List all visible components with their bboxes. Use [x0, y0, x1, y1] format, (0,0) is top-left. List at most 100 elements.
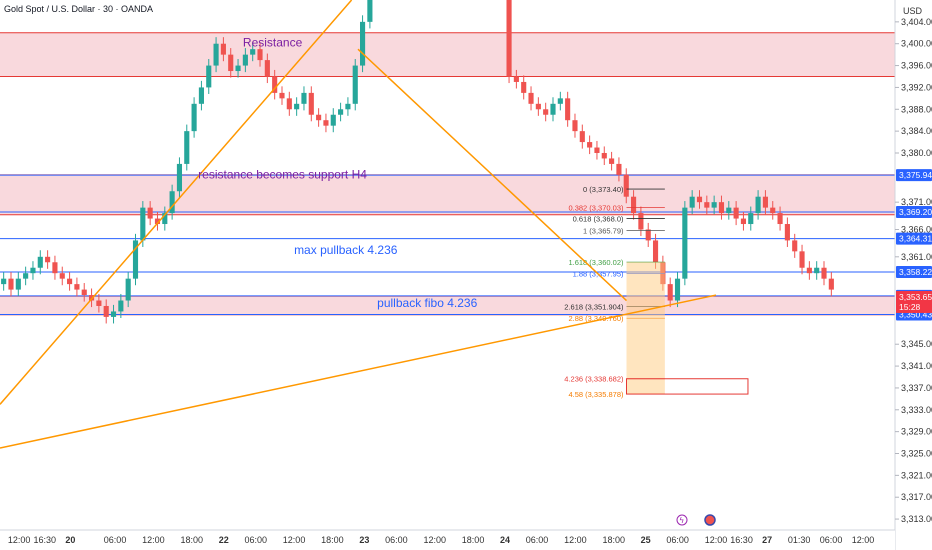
- tags-layer: 3,375.944 3,369.200 3,364.317 3,358.224 3,35…: [896, 169, 932, 321]
- candle: [154, 218, 161, 225]
- event-icons[interactable]: ϟ: [676, 514, 716, 526]
- x-tick-label-5: 18:00: [181, 535, 204, 545]
- price-tag-bg-0: [896, 169, 932, 182]
- x-tick-label-23: 01:30: [788, 535, 811, 545]
- candle: [696, 196, 703, 203]
- fib-label-9: 4.58 (3,335.878): [568, 390, 624, 399]
- countdown-label: 15:28: [899, 302, 921, 312]
- candle: [557, 98, 563, 104]
- pullback-zone: [0, 296, 895, 315]
- trendline-0: [0, 0, 353, 405]
- labels-layer: Resistance resistance becomes support H4 m…: [198, 35, 477, 310]
- candle: [674, 278, 681, 301]
- trend-layer: [0, 0, 717, 449]
- y-tick-label-13: 3,333.000: [901, 405, 932, 415]
- candle: [792, 240, 798, 252]
- fib-label-4: 1.618 (3,360.02): [568, 258, 624, 267]
- x-tick-label-7: 06:00: [244, 535, 267, 545]
- y-tick-label-11: 3,341.000: [901, 361, 932, 371]
- candle: [140, 207, 146, 241]
- price-tag-bg-3: [896, 265, 932, 278]
- candle: [88, 295, 95, 301]
- candle: [147, 207, 153, 219]
- x-tick-label-6: 22: [219, 535, 229, 545]
- candle: [638, 213, 644, 230]
- price-tag-0: 3,375.944: [899, 170, 932, 180]
- current-price-label: 3,353.650: [899, 292, 932, 302]
- candle: [631, 196, 637, 214]
- candle: [338, 109, 344, 115]
- candle: [762, 196, 768, 208]
- resistance-zone: [0, 32, 895, 77]
- price-tag-bg-2: [896, 232, 932, 245]
- candle: [67, 278, 73, 285]
- plot-background: [0, 0, 895, 530]
- y-tick-label-17: 3,317.000: [901, 492, 932, 502]
- candle: [272, 76, 278, 93]
- candles-layer[interactable]: [1, 0, 834, 324]
- y-tick-label-18: 3,313.000: [901, 514, 932, 524]
- candle: [323, 120, 329, 126]
- symbol-title: Gold Spot / U.S. Dollar · 30 · OANDA: [4, 4, 153, 14]
- candle: [352, 65, 358, 104]
- x-axis-panel: [0, 530, 895, 550]
- annotation-1: resistance becomes support H4: [198, 168, 367, 182]
- candle: [30, 267, 36, 274]
- candle: [506, 0, 512, 77]
- candle: [718, 202, 725, 214]
- flash-icon[interactable]: [676, 514, 688, 526]
- price-tag-3: 3,358.224: [899, 267, 932, 277]
- candle: [367, 0, 373, 22]
- y-tick-label-6: 3,380.000: [901, 148, 932, 158]
- price-tag-bg-1: [896, 206, 932, 218]
- x-tick-label-8: 12:00: [283, 535, 306, 545]
- candle: [52, 262, 58, 274]
- target-box: [626, 378, 749, 395]
- candle: [184, 131, 190, 164]
- candle: [579, 131, 585, 143]
- candle: [814, 267, 820, 274]
- candle: [279, 92, 285, 99]
- candle: [59, 273, 65, 279]
- candle: [330, 114, 336, 126]
- trendline-1: [357, 48, 628, 302]
- candle: [118, 300, 124, 312]
- candle: [286, 98, 292, 110]
- candle: [316, 114, 322, 121]
- candle: [242, 54, 248, 66]
- x-tick-label-10: 23: [359, 535, 369, 545]
- candle: [176, 163, 183, 192]
- y-tick-label-16: 3,321.000: [901, 470, 932, 480]
- y-tick-label-8: 3,366.000: [901, 224, 932, 234]
- candle: [81, 289, 87, 296]
- x-tick-label-12: 12:00: [423, 535, 446, 545]
- candle: [828, 278, 834, 290]
- flash-icon-glyph: ϟ: [679, 516, 684, 525]
- fib-label-3: 1 (3,365.79): [583, 227, 624, 236]
- x-tick-label-22: 27: [762, 535, 772, 545]
- x-tick-label-21: 16:30: [730, 535, 753, 545]
- candle: [294, 103, 300, 110]
- x-axis: 12:00 16:30 20 06:00 12:00 18:00 22 06:00 12:00 1…: [0, 529, 895, 550]
- us-flag-icon[interactable]: [704, 514, 716, 526]
- candle: [594, 147, 600, 153]
- candle: [264, 60, 270, 77]
- candle: [821, 267, 827, 279]
- candle: [601, 152, 607, 159]
- y-tick-label-15: 3,325.000: [901, 449, 932, 459]
- candle: [37, 256, 43, 268]
- y-tick-label-14: 3,329.000: [901, 427, 932, 437]
- x-tick-label-4: 12:00: [142, 535, 165, 545]
- fib-label-0: 0 (3,373.40): [583, 185, 624, 194]
- candle: [572, 120, 578, 132]
- x-tick-label-18: 25: [641, 535, 651, 545]
- fib-label-2: 0.618 (3,368.0): [573, 215, 624, 224]
- annotation-2: max pullback 4.236: [294, 243, 398, 257]
- price-tag-1: 3,369.200: [899, 207, 932, 217]
- y-tick-label-1: 3,400.000: [901, 39, 932, 49]
- candle: [616, 163, 622, 175]
- candle: [733, 207, 739, 219]
- candle: [535, 103, 541, 110]
